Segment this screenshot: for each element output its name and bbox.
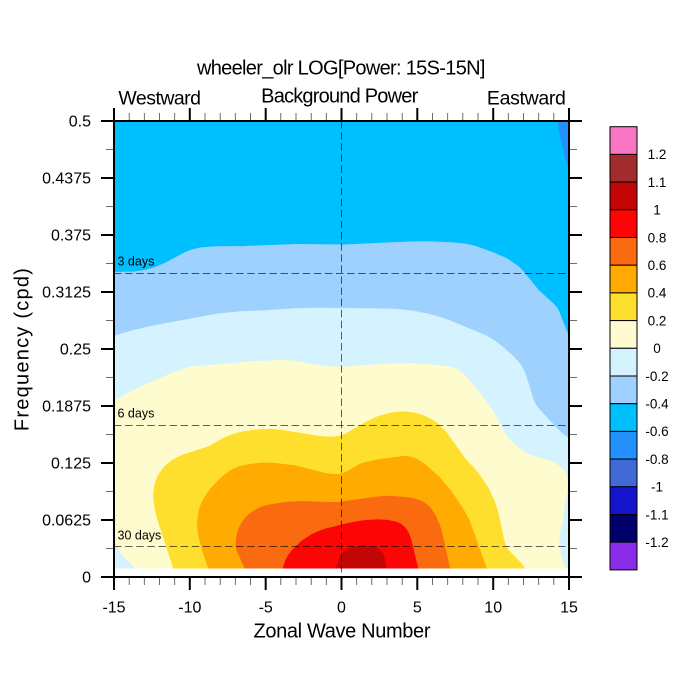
- svg-text:0.2: 0.2: [648, 313, 667, 328]
- svg-text:wheeler_olr LOG[Power: 15S-15N: wheeler_olr LOG[Power: 15S-15N]: [196, 57, 486, 79]
- svg-text:-0.4: -0.4: [645, 397, 669, 412]
- svg-text:1.2: 1.2: [648, 147, 667, 162]
- svg-text:0.8: 0.8: [648, 230, 667, 245]
- svg-text:Frequency (cpd): Frequency (cpd): [11, 268, 33, 431]
- svg-text:30 days: 30 days: [118, 528, 162, 542]
- svg-text:0: 0: [82, 570, 91, 587]
- svg-text:0.0625: 0.0625: [42, 513, 91, 530]
- svg-text:Background Power: Background Power: [261, 85, 418, 107]
- svg-text:5: 5: [413, 600, 422, 617]
- svg-text:-5: -5: [259, 600, 273, 617]
- svg-text:0.25: 0.25: [60, 342, 91, 359]
- svg-text:Westward: Westward: [118, 87, 201, 109]
- svg-text:Eastward: Eastward: [487, 87, 566, 109]
- svg-text:0.375: 0.375: [51, 228, 91, 245]
- svg-text:-15: -15: [102, 600, 125, 617]
- svg-text:-1: -1: [651, 480, 663, 495]
- svg-text:-1.1: -1.1: [645, 507, 668, 522]
- svg-text:1: 1: [653, 203, 661, 218]
- svg-text:10: 10: [484, 600, 502, 617]
- svg-text:1.1: 1.1: [648, 175, 667, 190]
- svg-text:-0.6: -0.6: [645, 424, 668, 439]
- svg-text:0: 0: [653, 341, 661, 356]
- svg-text:0.3125: 0.3125: [42, 285, 91, 302]
- svg-text:0.4: 0.4: [648, 286, 667, 301]
- svg-text:0.1875: 0.1875: [42, 399, 91, 416]
- svg-text:15: 15: [560, 600, 578, 617]
- svg-text:-10: -10: [178, 600, 201, 617]
- svg-text:0: 0: [337, 600, 346, 617]
- svg-text:3 days: 3 days: [118, 255, 155, 269]
- svg-text:6 days: 6 days: [118, 407, 155, 421]
- svg-text:-0.8: -0.8: [645, 452, 668, 467]
- svg-text:-1.2: -1.2: [645, 535, 668, 550]
- svg-text:0.5: 0.5: [69, 114, 91, 131]
- svg-text:Zonal Wave Number: Zonal Wave Number: [254, 620, 431, 642]
- svg-text:-0.2: -0.2: [645, 369, 668, 384]
- svg-text:0.6: 0.6: [648, 258, 667, 273]
- svg-text:0.4375: 0.4375: [42, 171, 91, 188]
- svg-text:0.125: 0.125: [51, 456, 91, 473]
